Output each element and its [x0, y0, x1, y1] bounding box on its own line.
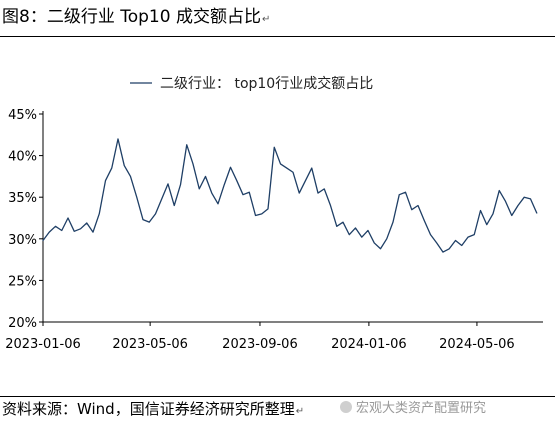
y-axis: 20% 25% 30% 35% 40% 45% [8, 108, 44, 331]
watermark: 宏观大类资产配置研究 [340, 399, 486, 419]
source-note-text: 资料来源：Wind，国信证券经济研究所整理 [2, 400, 295, 418]
y-tick-label: 30% [8, 233, 37, 248]
x-tick-label: 2024-01-06 [331, 337, 407, 352]
chart-legend: 二级行业： top10行业成交额占比 [130, 75, 373, 92]
source-paragraph-mark: ↵ [295, 406, 305, 417]
series-line [42, 138, 538, 253]
y-tick-label: 40% [8, 150, 37, 165]
series-layer [42, 138, 538, 253]
figure-title-text: 图8：二级行业 Top10 成交额占比 [2, 7, 261, 27]
y-tick-label: 35% [8, 191, 37, 206]
y-tick-label: 25% [8, 274, 37, 289]
top-rule [0, 36, 555, 37]
watermark-text: 宏观大类资产配置研究 [356, 401, 487, 416]
x-tick-label: 2023-05-06 [112, 337, 188, 352]
x-tick-label: 2023-09-06 [222, 337, 298, 352]
wechat-icon [340, 401, 352, 413]
x-axis: 2023-01-06 2023-05-06 2023-09-06 2024-01-06… [5, 321, 543, 352]
legend-label: 二级行业： top10行业成交额占比 [160, 75, 373, 92]
source-note: 资料来源：Wind，国信证券经济研究所整理↵ [2, 399, 304, 422]
line-chart: 二级行业： top10行业成交额占比 20% 25% 30% 35% 40% 45% 20… [5, 75, 543, 352]
paragraph-mark: ↵ [261, 14, 271, 25]
y-tick-label: 20% [8, 316, 37, 331]
bottom-rule [0, 396, 555, 397]
y-tick-label: 45% [8, 108, 37, 123]
x-tick-label: 2023-01-06 [5, 337, 81, 352]
x-tick-label: 2024-05-06 [439, 337, 515, 352]
figure-title: 图8：二级行业 Top10 成交额占比↵ [2, 6, 270, 31]
